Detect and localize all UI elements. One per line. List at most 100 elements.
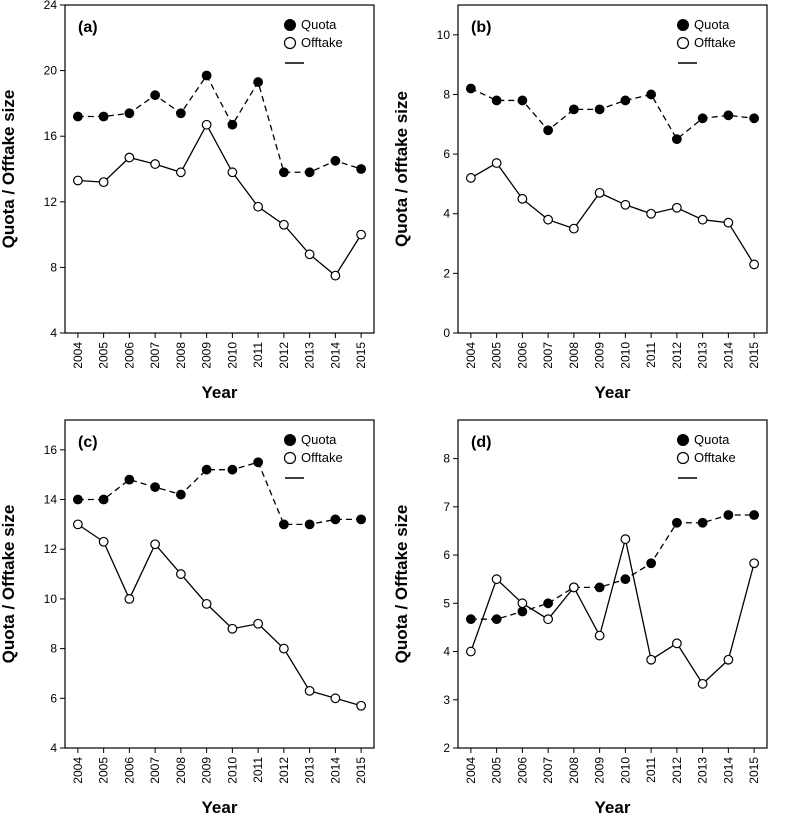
point-quota [278,519,289,530]
x-tick-label: 2010 [618,342,632,369]
x-axis-title: Year [595,798,631,817]
point-quota [465,614,476,625]
legend-quota-label: Quota [694,17,730,32]
point-quota [253,77,264,87]
point-quota [697,517,708,528]
y-axis-title: Quota / Offtake size [0,505,18,664]
y-tick-label: 10 [437,28,451,42]
point-offtake [201,598,212,609]
point-quota [253,457,264,468]
series-line-quota [470,87,755,141]
point-offtake [304,685,315,696]
plot-frame [457,4,768,334]
x-tick-label: 2007 [541,757,555,784]
point-quota [543,125,554,136]
point-offtake [491,158,502,168]
legend-quota-marker [284,19,296,31]
point-quota [620,574,631,585]
point-offtake [620,534,631,545]
series-line-offtake [470,538,755,685]
point-quota [330,514,341,525]
x-tick-label: 2006 [122,757,136,784]
y-tick-label: 12 [44,542,58,556]
point-quota [749,113,760,124]
point-offtake [175,167,186,178]
legend-offtake-marker [676,451,690,465]
y-tick-label: 8 [50,260,57,274]
point-offtake [568,223,579,234]
point-quota [568,104,579,115]
y-tick-label: 6 [50,691,57,705]
x-tick-label: 2010 [225,757,239,784]
point-quota [150,482,161,492]
chart-svg: 2 3 4 5 6 7 8 2004 2005 2006 2007 2008 2009 2010 2011 2… [392,419,768,817]
legend-offtake-marker [676,36,690,50]
point-quota [594,582,605,593]
point-quota [330,155,341,166]
chart-svg: 4 6 8 10 12 14 16 2004 2005 2006 2007 2008 2009 2010 2… [0,419,375,817]
x-tick-label: 2004 [71,757,85,784]
point-offtake [356,229,367,240]
point-quota [98,494,109,505]
x-tick-label: 2013 [696,342,710,369]
point-offtake [98,177,109,188]
point-offtake [175,569,186,579]
point-offtake [543,214,554,225]
point-quota [491,614,502,625]
x-tick-label: 2011 [251,342,265,368]
series-line-offtake [470,162,755,265]
x-tick-label: 2012 [277,342,291,369]
x-tick-label: 2005 [97,757,111,784]
chart-panel-c: 4 6 8 10 12 14 16 2004 2005 2006 2007 2008 2009 2010 2… [0,415,393,829]
point-quota [304,519,315,530]
y-tick-label: 16 [44,443,58,457]
point-quota [620,95,631,106]
point-quota [646,558,657,569]
point-offtake [72,519,83,530]
chart-panel-d: 2 3 4 5 6 7 8 2004 2005 2006 2007 2008 2009 2010 2011 2… [392,415,786,829]
x-tick-label: 2010 [618,757,632,784]
x-tick-label: 2011 [644,342,658,368]
point-offtake [465,173,476,183]
legend-quota-marker [677,434,689,446]
x-tick-label: 2005 [97,342,111,369]
point-offtake [278,219,289,230]
point-quota [227,119,238,130]
panel-label: (d) [471,434,491,451]
x-axis-title: Year [202,383,238,402]
chart-panel-a: 4 8 12 16 20 24 2004 2005 2006 2007 2008 2009 2010 20… [0,0,393,414]
legend: Quota Offtake [283,17,343,64]
point-quota [594,104,605,115]
point-offtake [465,646,476,657]
legend-quota-label: Quota [301,432,337,447]
y-tick-label: 4 [50,326,57,340]
point-quota [150,90,161,101]
y-tick-label: 4 [50,741,57,755]
point-quota [175,108,186,119]
x-tick-label: 2010 [225,342,239,369]
x-tick-label: 2013 [303,342,317,369]
point-offtake [646,654,657,665]
y-tick-label: 0 [443,326,450,340]
point-offtake [749,259,760,270]
x-tick-label: 2013 [696,757,710,784]
point-offtake [253,618,264,629]
point-offtake [98,536,109,547]
x-tick-label: 2014 [328,757,342,784]
point-offtake [620,199,631,210]
x-tick-label: 2006 [515,342,529,369]
x-axis-title: Year [202,798,238,817]
point-quota [356,514,367,525]
point-quota [201,464,212,475]
x-tick-label: 2011 [251,757,265,783]
point-offtake [227,623,238,634]
x-tick-label: 2008 [174,757,188,784]
legend-quota-marker [284,434,296,446]
y-axis-title: Quota / offtake size [392,91,411,247]
legend-offtake-marker [283,36,297,50]
legend: Quota Offtake [676,432,736,479]
point-offtake [517,193,528,204]
y-tick-label: 6 [443,147,450,161]
point-quota [723,110,734,121]
